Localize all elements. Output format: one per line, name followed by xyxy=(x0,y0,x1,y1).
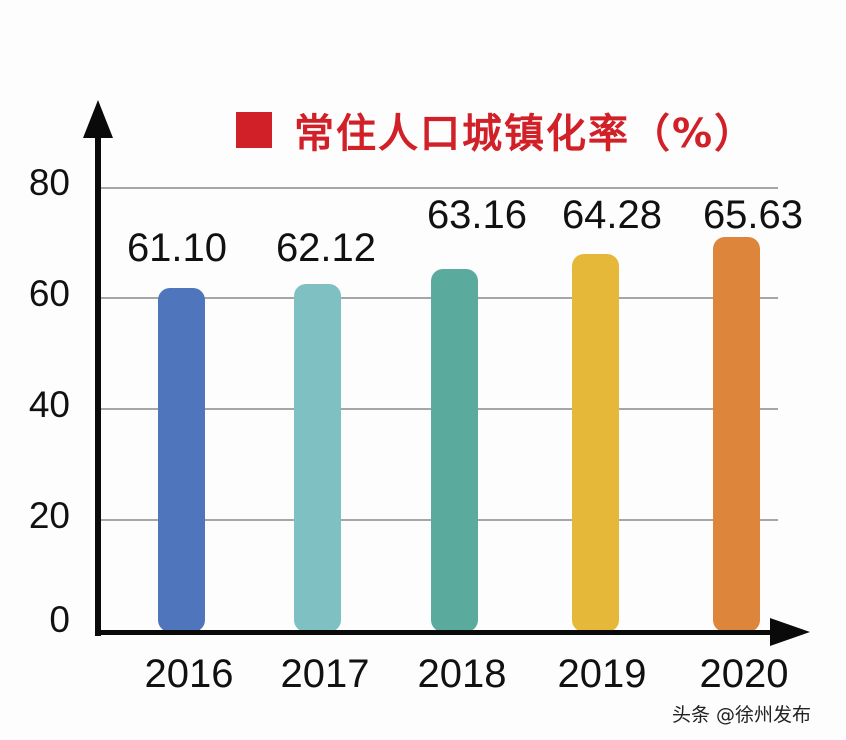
value-label-2019: 64.28 xyxy=(561,193,663,237)
value-label-2017: 62.12 xyxy=(275,226,377,270)
y-tick-60: 60 xyxy=(28,273,70,314)
x-label-2019: 2019 xyxy=(557,652,647,696)
bar-2016 xyxy=(158,288,205,632)
chart-legend: 常住人口城镇化率（%） xyxy=(236,100,756,160)
x-label-2017: 2017 xyxy=(280,652,370,696)
gridline-80 xyxy=(98,187,778,189)
x-label-2018: 2018 xyxy=(417,652,507,696)
value-label-2016: 61.10 xyxy=(126,226,228,270)
y-tick-20: 20 xyxy=(28,495,70,536)
y-axis xyxy=(95,128,101,636)
value-label-2020: 65.63 xyxy=(702,193,804,237)
x-label-2020: 2020 xyxy=(699,652,789,696)
x-axis xyxy=(95,630,775,635)
bar-2020 xyxy=(713,237,760,632)
x-axis-arrow-icon xyxy=(770,618,810,646)
value-label-2018: 63.16 xyxy=(426,193,528,237)
x-label-2016: 2016 xyxy=(144,652,234,696)
watermark: 头条 @徐州发布 xyxy=(672,704,812,726)
bar-2018 xyxy=(431,269,478,632)
y-tick-0: 0 xyxy=(49,599,70,640)
bar-2019 xyxy=(572,254,619,632)
y-tick-40: 40 xyxy=(28,384,70,425)
bar-2017 xyxy=(294,284,341,632)
y-tick-80: 80 xyxy=(28,162,70,203)
legend-swatch xyxy=(236,112,272,148)
legend-label: 常住人口城镇化率（%） xyxy=(294,111,757,157)
